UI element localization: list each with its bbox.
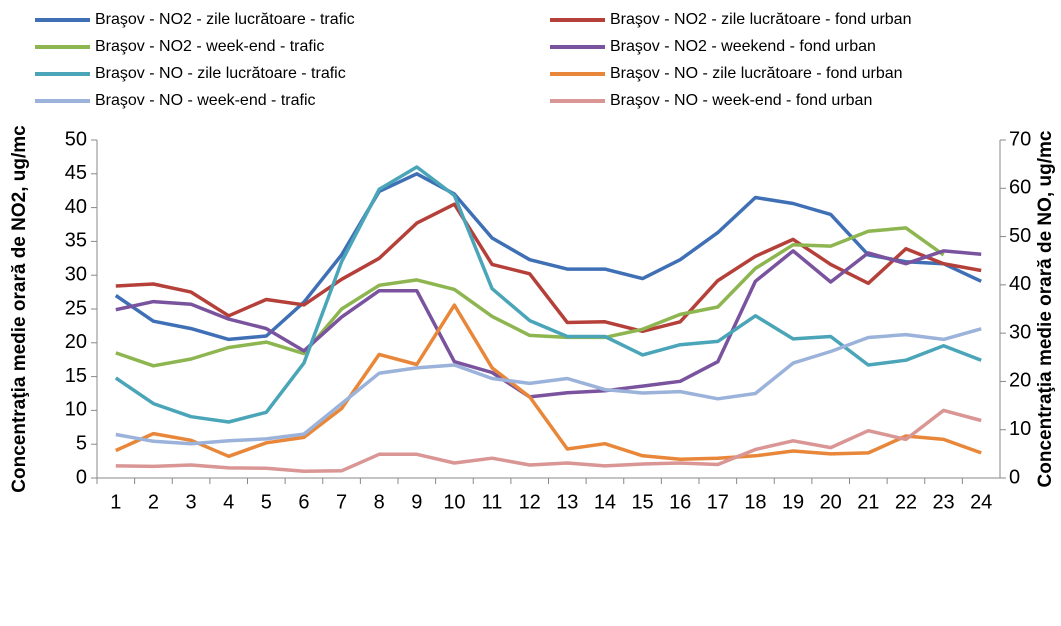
x-tick-label: 19: [782, 491, 804, 513]
y2-tick-label: 0: [1009, 466, 1020, 488]
x-tick-label: 8: [374, 491, 385, 513]
legend-label: Braşov - NO - week-end - trafic: [95, 92, 316, 109]
x-tick-label: 17: [707, 491, 729, 513]
series-line: [115, 249, 982, 399]
y-tick-label: 10: [65, 399, 87, 421]
legend-label: Braşov - NO - zile lucrătoare - fond urb…: [610, 65, 903, 82]
y-tick-label: 35: [65, 230, 87, 252]
legend-label: Braşov - NO2 - week-end - trafic: [95, 38, 324, 55]
y-tick-label: 20: [65, 331, 87, 353]
x-tick-label: 21: [857, 491, 879, 513]
x-tick-label: 15: [631, 491, 653, 513]
y2-tick-label: 10: [1009, 418, 1031, 440]
y2-tick-label: 20: [1009, 370, 1031, 392]
y2-tick-label: 60: [1009, 177, 1031, 199]
series-line: [114, 165, 982, 424]
y-tick-label: 25: [65, 297, 87, 319]
x-tick-label: 13: [556, 491, 578, 513]
x-tick-label: 1: [110, 491, 121, 513]
x-tick-label: 7: [336, 491, 347, 513]
y-axis-title: Concentraţia medie orară de NO2, ug/mc: [9, 125, 30, 493]
series-line: [115, 202, 982, 334]
x-tick-label: 2: [148, 491, 159, 513]
y2-tick-label: 40: [1009, 273, 1031, 295]
y-tick-label: 45: [65, 162, 87, 184]
series-line: [115, 408, 982, 473]
legend-label: Braşov - NO2 - zile lucrătoare - trafic: [95, 11, 355, 28]
y-tick-label: 30: [65, 263, 87, 285]
series-line: [115, 327, 982, 446]
x-tick-label: 10: [443, 491, 465, 513]
series-line: [115, 226, 945, 368]
legend-label: Braşov - NO - week-end - fond urban: [610, 92, 872, 109]
y-tick-label: 0: [76, 466, 87, 488]
x-tick-label: 24: [970, 491, 992, 513]
legend-label: Braşov - NO - zile lucrătoare - trafic: [95, 65, 346, 82]
x-tick-label: 20: [820, 491, 842, 513]
y2-tick-label: 70: [1009, 128, 1031, 150]
x-tick-label: 22: [895, 491, 917, 513]
x-tick-label: 16: [669, 491, 691, 513]
x-tick-label: 14: [594, 491, 616, 513]
y-tick-label: 50: [65, 128, 87, 150]
x-tick-label: 5: [261, 491, 272, 513]
y2-tick-label: 50: [1009, 225, 1031, 247]
legend-label: Braşov - NO2 - weekend - fond urban: [610, 38, 876, 55]
x-tick-label: 9: [411, 491, 422, 513]
legend-label: Braşov - NO2 - zile lucrătoare - fond ur…: [610, 11, 911, 28]
x-tick-label: 12: [519, 491, 541, 513]
x-tick-label: 18: [744, 491, 766, 513]
x-tick-label: 23: [932, 491, 954, 513]
x-tick-label: 6: [298, 491, 309, 513]
x-tick-label: 4: [223, 491, 234, 513]
y-tick-label: 40: [65, 196, 87, 218]
x-tick-label: 11: [482, 491, 503, 513]
x-tick-label: 3: [186, 491, 197, 513]
series-line: [115, 303, 982, 461]
y-tick-label: 5: [76, 432, 87, 454]
series-line: [114, 172, 982, 342]
y-tick-label: 15: [65, 365, 87, 387]
y2-tick-label: 30: [1009, 321, 1031, 343]
y2-axis-title: Concentraţia medie orară de NO, ug/mc: [1035, 130, 1056, 487]
